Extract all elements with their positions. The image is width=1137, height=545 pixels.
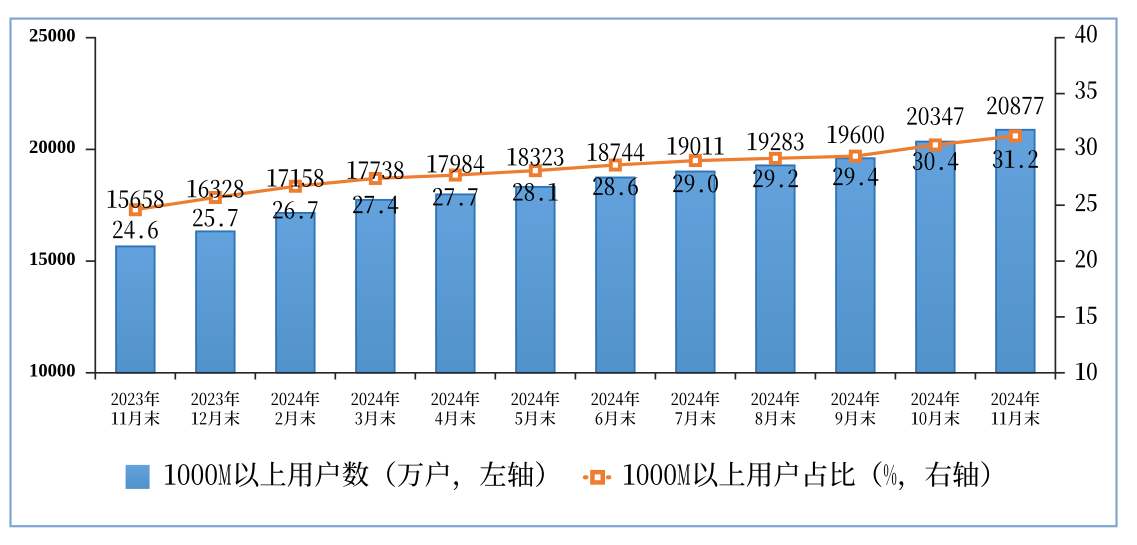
svg-text:20000: 20000 xyxy=(29,137,75,158)
svg-text:25000: 25000 xyxy=(29,25,75,46)
svg-text:10000: 10000 xyxy=(29,361,75,382)
svg-text:15000: 15000 xyxy=(29,249,75,270)
